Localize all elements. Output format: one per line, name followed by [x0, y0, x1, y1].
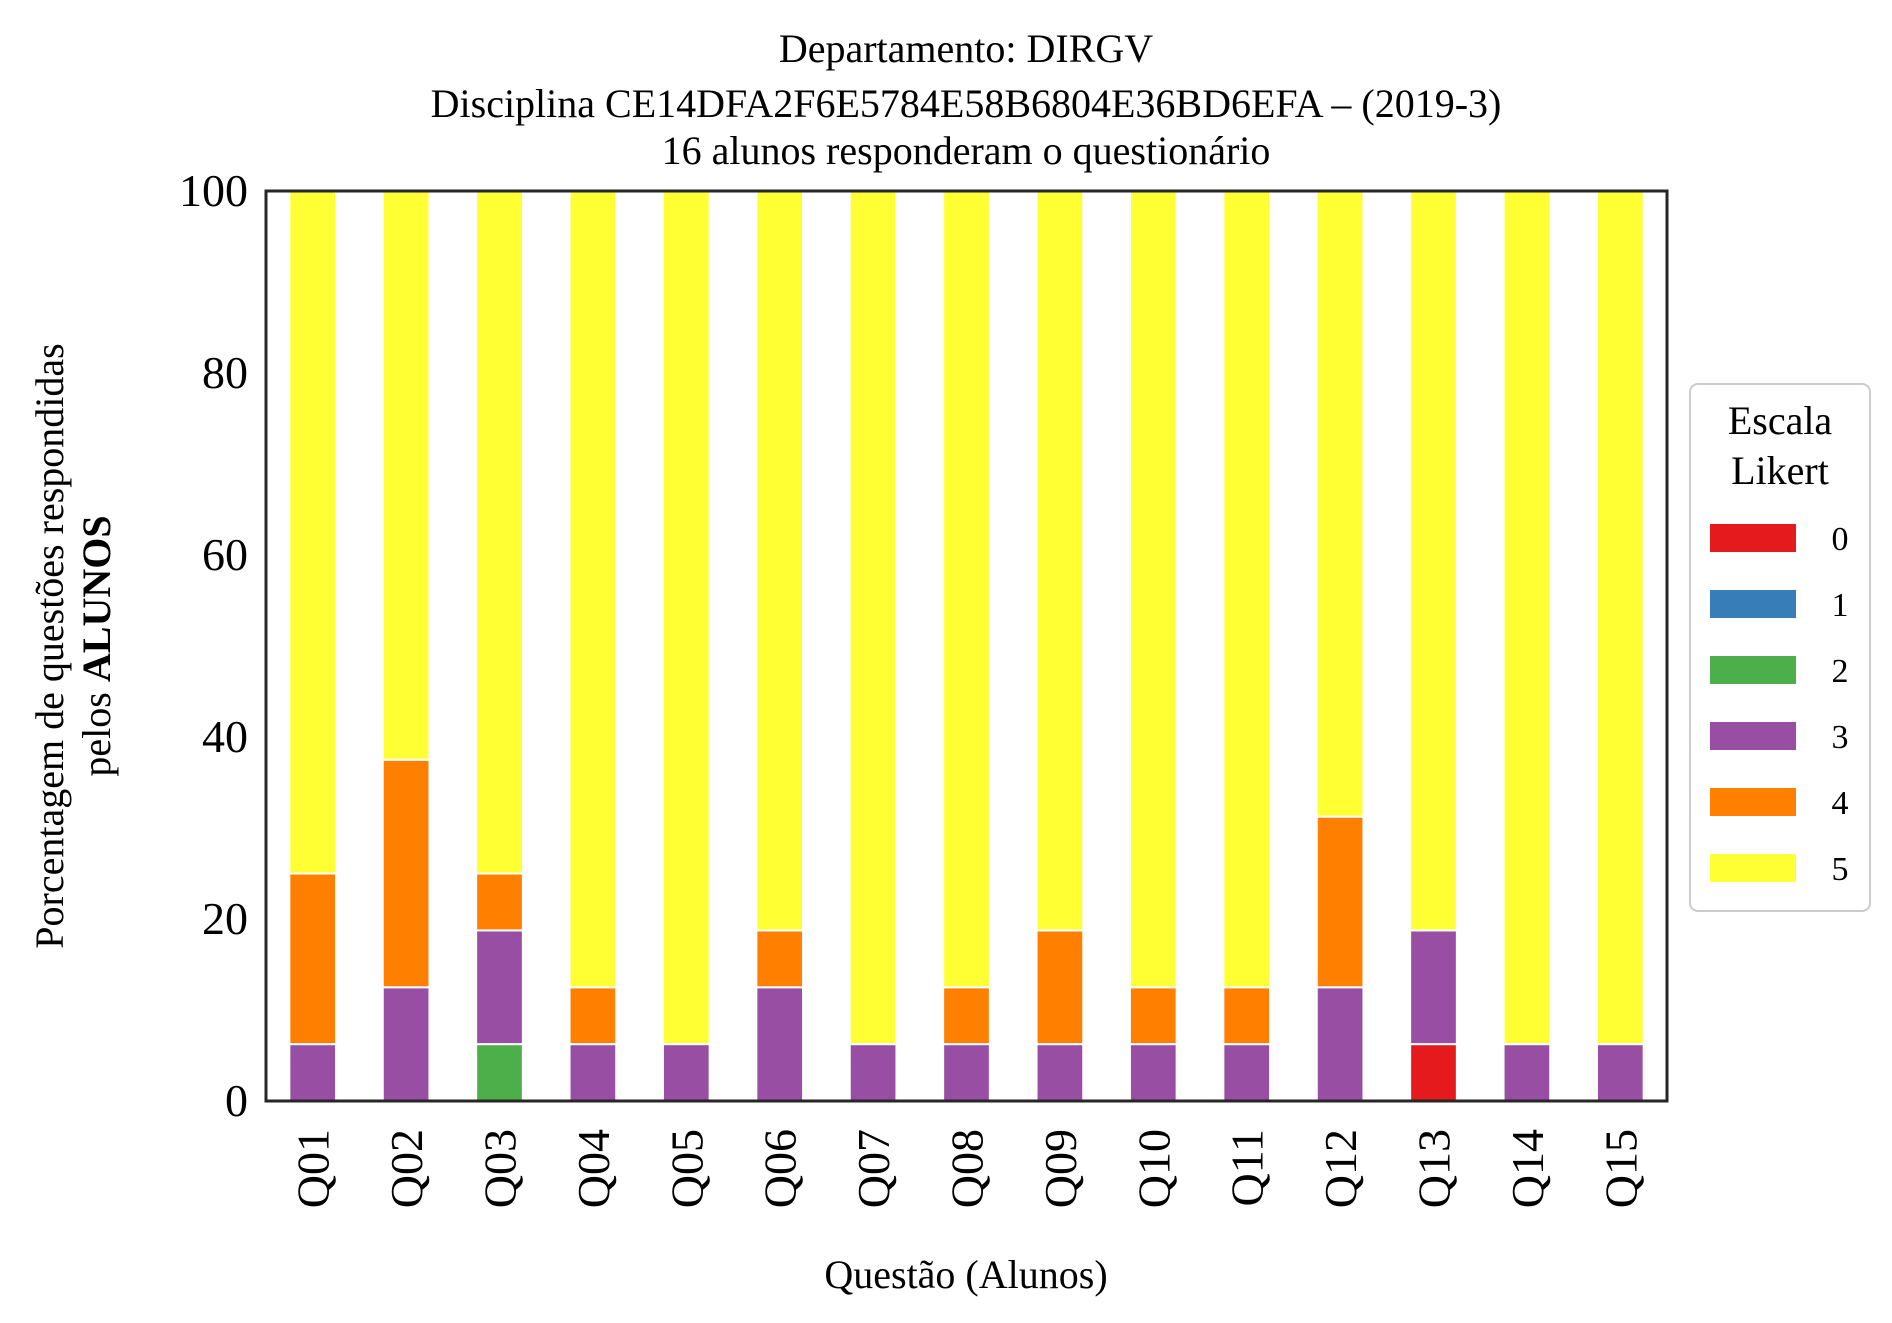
legend-frame: [1689, 383, 1871, 912]
legend-swatch-5: [1710, 854, 1796, 882]
bar-q10-likert-3: [1128, 1043, 1178, 1102]
y-tick-label-60: 60: [202, 529, 248, 580]
x-tick-label-q04: Q04: [568, 1129, 619, 1208]
bar-q11-likert-3: [1222, 1043, 1272, 1102]
bar-q12-likert-4: [1315, 815, 1365, 989]
bar-q04-likert-4: [568, 986, 618, 1046]
chart-title-line-2: Disciplina CE14DFA2F6E5784E58B6804E36BD6…: [431, 81, 1502, 126]
x-tick-label-q11: Q11: [1222, 1129, 1273, 1207]
legend-swatch-4: [1710, 788, 1796, 816]
legend-label-4: 4: [1832, 785, 1849, 822]
x-tick-label-q01: Q01: [288, 1129, 339, 1208]
bar-q02-likert-4: [381, 758, 431, 989]
bar-q03-likert-3: [475, 929, 524, 1046]
y-tick-label-80: 80: [202, 347, 248, 398]
legend-swatch-0: [1710, 524, 1796, 552]
bar-q03-likert-2: [475, 1043, 524, 1102]
bar-q12-likert-5: [1315, 190, 1365, 818]
legend-label-1: 1: [1832, 587, 1849, 624]
x-tick-label-q15: Q15: [1595, 1129, 1646, 1208]
legend-label-0: 0: [1832, 521, 1849, 558]
x-axis-ticks: Q01 Q02 Q03 Q04 Q05 Q06 Q07 Q08 Q09 Q10 Q11 Q12 Q13 Q…: [288, 1129, 1647, 1208]
x-tick-label-q14: Q14: [1502, 1129, 1553, 1208]
plot-frame: [264, 189, 1669, 1103]
bar-q11-likert-5: [1222, 190, 1272, 989]
bar-q10-likert-5: [1128, 190, 1178, 989]
legend-label-5: 5: [1832, 851, 1849, 888]
y-tick-label-0: 0: [225, 1075, 248, 1126]
bar-q07-likert-5: [848, 190, 898, 1046]
bar-q01-likert-3: [288, 1043, 338, 1102]
legend-title-line-2: Likert: [1731, 448, 1829, 493]
bar-q05-likert-3: [661, 1043, 711, 1102]
x-tick-label-q02: Q02: [381, 1129, 432, 1208]
y-axis-label-line-2: pelos ALUNOS: [74, 515, 119, 776]
y-axis-ticks: 0 20 40 60 80 100: [179, 165, 248, 1126]
legend-title-line-1: Escala: [1728, 398, 1833, 443]
bar-q02-likert-5: [381, 190, 431, 761]
bar-q09-likert-5: [1035, 190, 1085, 932]
x-tick-label-q12: Q12: [1315, 1129, 1366, 1208]
chart-title-line-3: 16 alunos responderam o questionário: [662, 128, 1271, 173]
bar-q08-likert-3: [942, 1043, 991, 1102]
bar-q14-likert-3: [1502, 1043, 1552, 1102]
y-tick-label-40: 40: [202, 711, 248, 762]
bar-q04-likert-5: [568, 190, 618, 989]
bar-q10-likert-4: [1128, 986, 1178, 1046]
bar-q15-likert-3: [1595, 1043, 1645, 1102]
bar-q04-likert-3: [568, 1043, 618, 1102]
bar-q06-likert-3: [755, 986, 805, 1102]
y-tick-label-20: 20: [202, 893, 248, 944]
y-tick-label-100: 100: [179, 165, 248, 216]
x-tick-label-q03: Q03: [475, 1129, 526, 1208]
legend-items: 0 1 2 3 4 5: [1710, 521, 1849, 888]
x-tick-label-q05: Q05: [661, 1129, 712, 1208]
bar-q08-likert-4: [942, 986, 991, 1046]
legend-label-2: 2: [1832, 653, 1849, 690]
bar-q08-likert-5: [942, 190, 991, 989]
legend-label-3: 3: [1832, 719, 1849, 756]
bar-q01-likert-4: [288, 872, 338, 1046]
bar-q15-likert-5: [1595, 190, 1645, 1046]
bar-q06-likert-4: [755, 929, 805, 989]
bar-q12-likert-3: [1315, 986, 1365, 1102]
bar-q09-likert-4: [1035, 929, 1085, 1046]
bar-q11-likert-4: [1222, 986, 1272, 1046]
bar-q03-likert-5: [475, 190, 524, 875]
x-tick-label-q06: Q06: [755, 1129, 806, 1208]
bars-group: [288, 190, 1645, 1102]
chart-title-line-1: Departamento: DIRGV: [779, 26, 1153, 71]
bar-q14-likert-5: [1502, 190, 1552, 1046]
bar-q02-likert-3: [381, 986, 431, 1102]
bar-q13-likert-3: [1409, 929, 1458, 1046]
bar-q06-likert-5: [755, 190, 805, 932]
y-axis-label-line-1: Porcentagem de questões respondidas: [27, 343, 72, 948]
legend-swatch-1: [1710, 590, 1796, 618]
legend: Escala Likert 0 1 2 3 4 5: [1689, 383, 1871, 912]
y-axis-label-bold: ALUNOS: [74, 515, 119, 682]
x-tick-label-q10: Q10: [1128, 1129, 1179, 1208]
x-tick-label-q08: Q08: [942, 1129, 993, 1208]
bar-q03-likert-4: [475, 872, 524, 932]
legend-swatch-2: [1710, 656, 1796, 684]
x-axis-label: Questão (Alunos): [824, 1252, 1107, 1297]
bar-q09-likert-3: [1035, 1043, 1085, 1102]
bar-q05-likert-5: [661, 190, 711, 1046]
x-tick-label-q09: Q09: [1035, 1129, 1086, 1208]
x-tick-label-q13: Q13: [1409, 1129, 1460, 1208]
bar-q13-likert-5: [1409, 190, 1458, 932]
bar-q07-likert-3: [848, 1043, 898, 1102]
y-axis-label-prefix: pelos: [74, 682, 119, 776]
x-tick-label-q07: Q07: [848, 1129, 899, 1208]
bar-q13-likert-0: [1409, 1043, 1458, 1102]
legend-swatch-3: [1710, 722, 1796, 750]
bar-q01-likert-5: [288, 190, 338, 875]
